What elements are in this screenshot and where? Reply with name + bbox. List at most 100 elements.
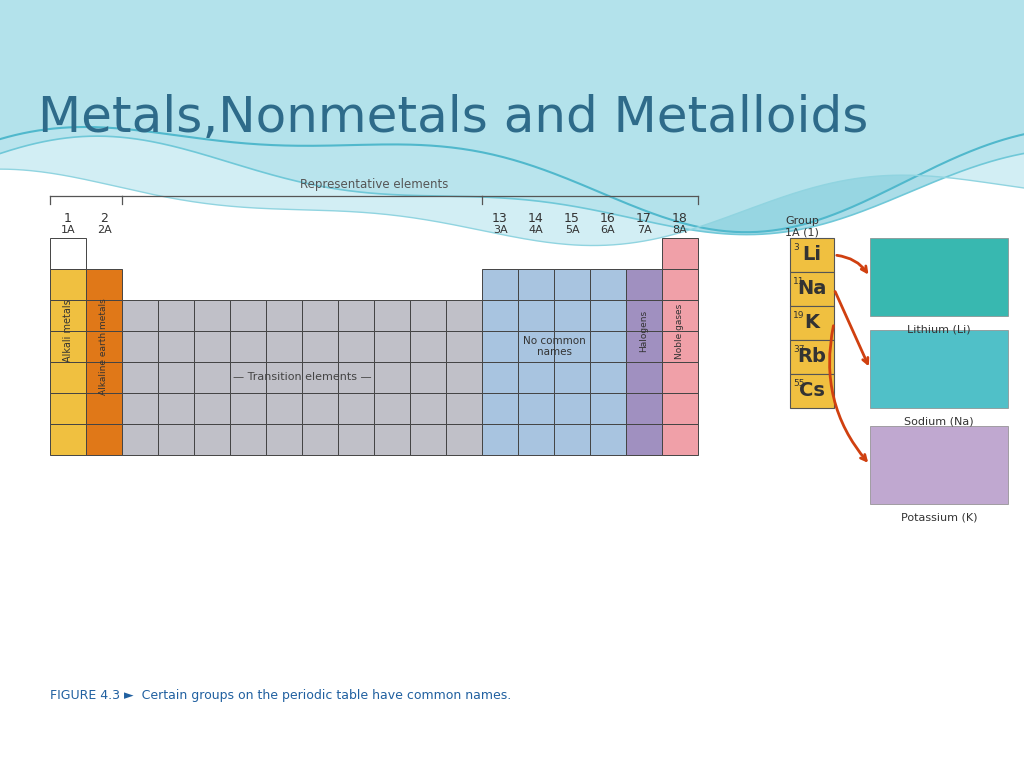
Text: 2A: 2A <box>96 225 112 235</box>
Bar <box>518 393 554 424</box>
Bar <box>410 300 446 331</box>
Text: 55: 55 <box>793 379 805 388</box>
Text: 3A: 3A <box>493 225 507 235</box>
Bar <box>482 269 518 300</box>
Text: 3: 3 <box>793 243 799 252</box>
Bar <box>50 393 86 424</box>
Bar <box>374 393 410 424</box>
Bar <box>590 300 626 331</box>
Text: 17: 17 <box>636 211 652 224</box>
Bar <box>374 424 410 455</box>
Bar <box>338 300 374 331</box>
Bar <box>158 424 194 455</box>
Bar <box>518 300 554 331</box>
Bar <box>554 362 590 393</box>
Bar <box>518 269 554 300</box>
Bar <box>338 424 374 455</box>
Text: Metals,Nonmetals and Metalloids: Metals,Nonmetals and Metalloids <box>38 94 868 142</box>
Text: Sodium (Na): Sodium (Na) <box>904 416 974 426</box>
Polygon shape <box>0 0 1024 234</box>
Bar <box>410 331 446 362</box>
Bar <box>158 393 194 424</box>
Bar <box>122 300 158 331</box>
Text: Alkali metals: Alkali metals <box>63 300 73 362</box>
Text: 5A: 5A <box>564 225 580 235</box>
Bar <box>590 424 626 455</box>
Text: — Transition elements —: — Transition elements — <box>232 372 372 382</box>
Text: 16: 16 <box>600 211 615 224</box>
Bar <box>86 331 122 362</box>
Bar <box>518 424 554 455</box>
Bar <box>518 362 554 393</box>
Bar <box>230 331 266 362</box>
Text: 18: 18 <box>672 211 688 224</box>
Text: 4A: 4A <box>528 225 544 235</box>
Bar <box>50 331 86 362</box>
Bar <box>338 331 374 362</box>
Bar <box>302 362 338 393</box>
Bar <box>302 300 338 331</box>
Bar <box>590 331 626 362</box>
Bar <box>626 269 662 300</box>
Bar <box>266 300 302 331</box>
Text: 14: 14 <box>528 211 544 224</box>
Bar <box>554 300 590 331</box>
Bar <box>626 362 662 393</box>
Bar <box>266 393 302 424</box>
Bar <box>446 362 482 393</box>
Bar <box>662 238 698 269</box>
Text: Li: Li <box>803 246 821 264</box>
Bar <box>590 362 626 393</box>
Text: 6A: 6A <box>601 225 615 235</box>
Bar <box>410 393 446 424</box>
Bar <box>194 424 230 455</box>
Text: 11: 11 <box>793 277 805 286</box>
Bar <box>302 393 338 424</box>
Bar <box>482 331 518 362</box>
Text: Na: Na <box>798 280 826 299</box>
Bar <box>482 424 518 455</box>
Text: Cs: Cs <box>799 382 825 400</box>
Bar <box>266 424 302 455</box>
Bar <box>662 424 698 455</box>
Bar <box>446 300 482 331</box>
Bar <box>590 393 626 424</box>
Bar <box>266 362 302 393</box>
Bar <box>374 362 410 393</box>
Text: 8A: 8A <box>673 225 687 235</box>
Bar <box>554 393 590 424</box>
Bar <box>626 300 662 331</box>
Bar <box>338 362 374 393</box>
Bar <box>50 362 86 393</box>
Bar <box>870 426 1008 504</box>
Bar <box>194 300 230 331</box>
Bar <box>50 300 86 331</box>
Text: 19: 19 <box>793 311 805 320</box>
Bar <box>790 374 834 408</box>
Bar <box>410 362 446 393</box>
Bar <box>86 269 122 300</box>
Bar <box>194 393 230 424</box>
Bar <box>554 269 590 300</box>
Bar <box>662 331 698 362</box>
Bar <box>662 362 698 393</box>
Text: 13: 13 <box>493 211 508 224</box>
Bar <box>590 269 626 300</box>
Text: 2: 2 <box>100 211 108 224</box>
Text: Potassium (K): Potassium (K) <box>901 512 977 522</box>
Bar <box>870 330 1008 408</box>
Bar <box>554 331 590 362</box>
Bar <box>266 331 302 362</box>
Bar <box>374 300 410 331</box>
Bar <box>158 362 194 393</box>
Bar <box>870 238 1008 316</box>
Text: Halogens: Halogens <box>640 310 648 352</box>
Bar <box>50 269 86 300</box>
Text: 15: 15 <box>564 211 580 224</box>
Text: No common
names: No common names <box>522 336 586 357</box>
Bar <box>86 424 122 455</box>
Bar <box>626 424 662 455</box>
Bar <box>194 362 230 393</box>
Bar <box>230 300 266 331</box>
Bar <box>122 393 158 424</box>
